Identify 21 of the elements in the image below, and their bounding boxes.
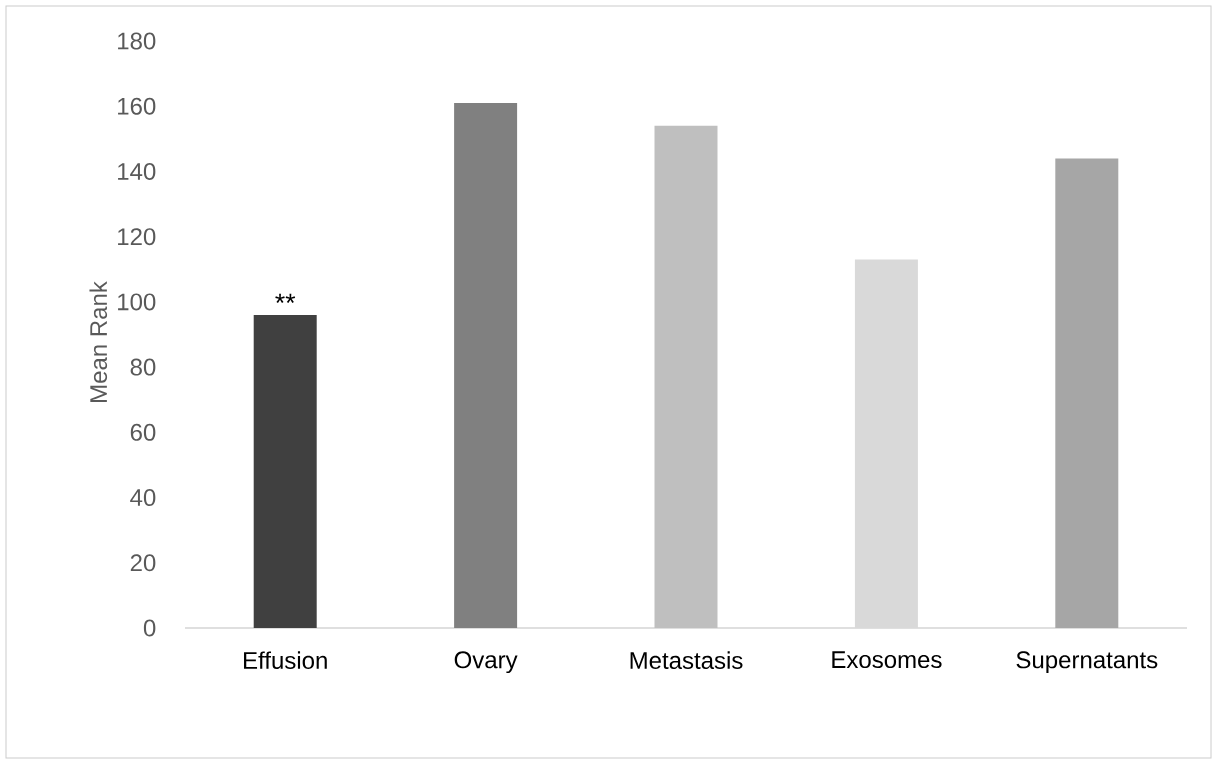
y-tick-label: 0 (143, 619, 156, 637)
bar (1055, 158, 1119, 628)
y-tick-label: 40 (130, 489, 156, 507)
annotation: ** (275, 293, 296, 304)
bar (253, 314, 317, 628)
x-tick-label: Metastasis (630, 651, 743, 669)
x-tick-label: Effusion (244, 651, 327, 669)
y-tick-label: 20 (130, 554, 156, 572)
bar (854, 259, 918, 628)
y-tick-label: 160 (118, 97, 156, 115)
bar (454, 102, 518, 628)
y-tick-label: 100 (118, 293, 156, 311)
y-tick-label: 80 (130, 358, 156, 376)
x-tick-label: Ovary (454, 651, 518, 674)
x-tick-label: Supernatants (1016, 651, 1158, 674)
y-tick-label: 60 (130, 423, 156, 441)
y-tick-label: 140 (118, 162, 156, 180)
y-axis-title: Mean Rank (89, 281, 108, 402)
y-tick-label: 120 (118, 228, 156, 246)
y-tick-label: 180 (118, 32, 156, 50)
x-tick-label: Exosomes (832, 651, 942, 669)
